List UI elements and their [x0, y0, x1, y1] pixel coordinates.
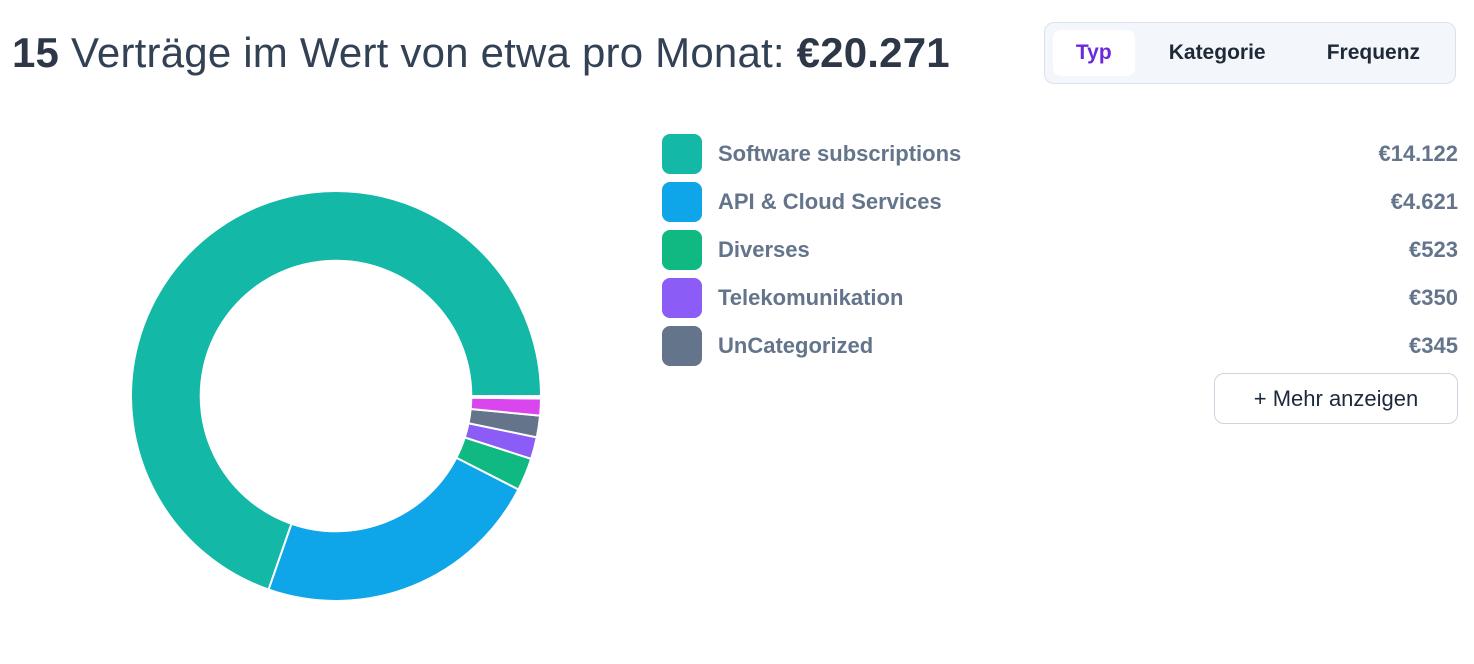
donut-slice-software-subscriptions[interactable]: [130, 190, 543, 591]
legend: Software subscriptions €14.122 API & Clo…: [662, 130, 1458, 370]
show-more-button[interactable]: + Mehr anzeigen: [1214, 373, 1458, 424]
legend-item[interactable]: Diverses €523: [662, 226, 1458, 274]
page-title: 15 Verträge im Wert von etwa pro Monat: …: [12, 26, 950, 80]
legend-label: UnCategorized: [718, 333, 874, 358]
tab-kategorie[interactable]: Kategorie: [1168, 41, 1266, 64]
tab-typ[interactable]: Typ: [1053, 30, 1135, 76]
grouping-tabs: Typ Kategorie Frequenz: [1044, 22, 1456, 84]
contract-count: 15: [12, 29, 60, 76]
legend-swatch: [662, 134, 702, 174]
legend-label: Software subscriptions: [718, 141, 962, 166]
legend-value: €350: [1409, 285, 1458, 310]
donut-chart: [130, 190, 543, 602]
legend-value: €345: [1409, 333, 1458, 358]
legend-label: Telekomunikation: [718, 285, 904, 310]
legend-swatch: [662, 182, 702, 222]
legend-swatch: [662, 230, 702, 270]
title-text: Verträge im Wert von etwa pro Monat:: [71, 29, 785, 76]
legend-label: API & Cloud Services: [718, 189, 942, 214]
monthly-total: €20.271: [796, 29, 950, 76]
legend-value: €14.122: [1378, 141, 1458, 166]
legend-value: €4.621: [1390, 189, 1458, 214]
legend-swatch: [662, 326, 702, 366]
tab-frequenz[interactable]: Frequenz: [1326, 41, 1421, 64]
legend-item[interactable]: Telekomunikation €350: [662, 274, 1458, 322]
legend-swatch: [662, 278, 702, 318]
legend-label: Diverses: [718, 237, 810, 262]
legend-item[interactable]: Software subscriptions €14.122: [662, 130, 1458, 178]
legend-value: €523: [1409, 237, 1458, 262]
legend-item[interactable]: API & Cloud Services €4.621: [662, 178, 1458, 226]
donut-slice-api-cloud-services[interactable]: [267, 456, 520, 602]
legend-item[interactable]: UnCategorized €345: [662, 322, 1458, 370]
